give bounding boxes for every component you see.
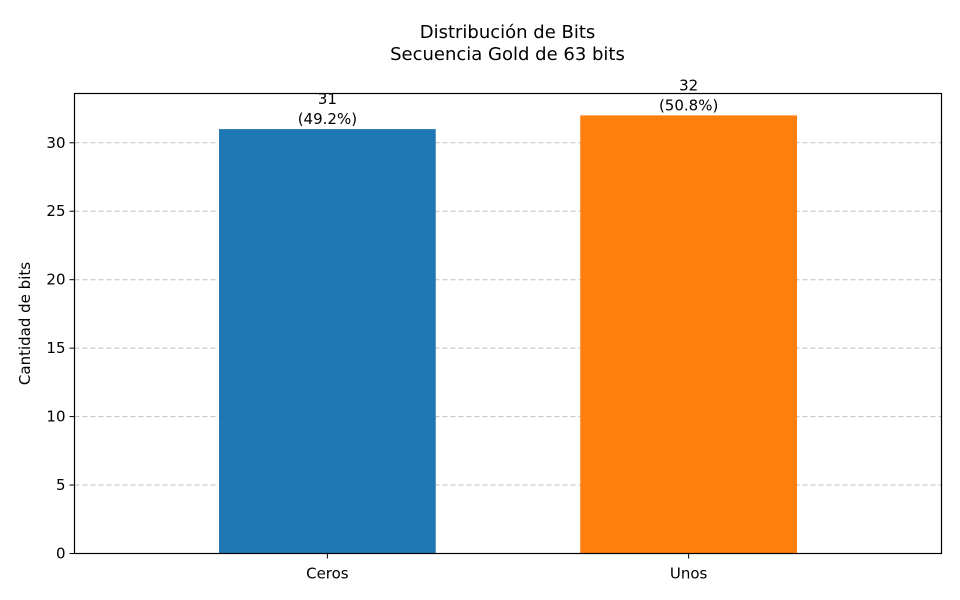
x-tick-label-ceros: Ceros	[306, 565, 349, 583]
grid-lines	[74, 142, 942, 554]
bar-ceros	[219, 129, 436, 554]
y-tick-label: 5	[56, 476, 66, 494]
y-axis-label: Cantidad de bits	[16, 262, 34, 385]
y-tick-label: 0	[56, 545, 66, 563]
data-label-percent: (50.8%)	[659, 96, 718, 114]
y-axis-ticks: 0 5 10 15 20 25 30	[46, 134, 75, 563]
data-labels: 31 (49.2%) 32 (50.8%)	[298, 76, 719, 128]
data-label-percent: (49.2%)	[298, 110, 357, 128]
y-tick-label: 20	[46, 271, 65, 289]
x-axis-ticks: Ceros Unos	[306, 553, 708, 583]
chart-subtitle: Secuencia Gold de 63 bits	[390, 44, 625, 65]
y-tick-label: 30	[46, 134, 65, 152]
bar-unos	[580, 115, 797, 554]
y-tick-label: 15	[46, 339, 65, 357]
data-label-value: 31	[318, 90, 337, 108]
plot-frame	[73, 92, 943, 555]
chart-title-group: Distribución de Bits Secuencia Gold de 6…	[390, 22, 625, 65]
y-tick-label: 10	[46, 408, 65, 426]
chart-title: Distribución de Bits	[420, 22, 596, 43]
x-tick-label-unos: Unos	[670, 565, 708, 583]
y-tick-label: 25	[46, 202, 65, 220]
bars	[219, 115, 797, 554]
data-label-value: 32	[679, 76, 698, 94]
